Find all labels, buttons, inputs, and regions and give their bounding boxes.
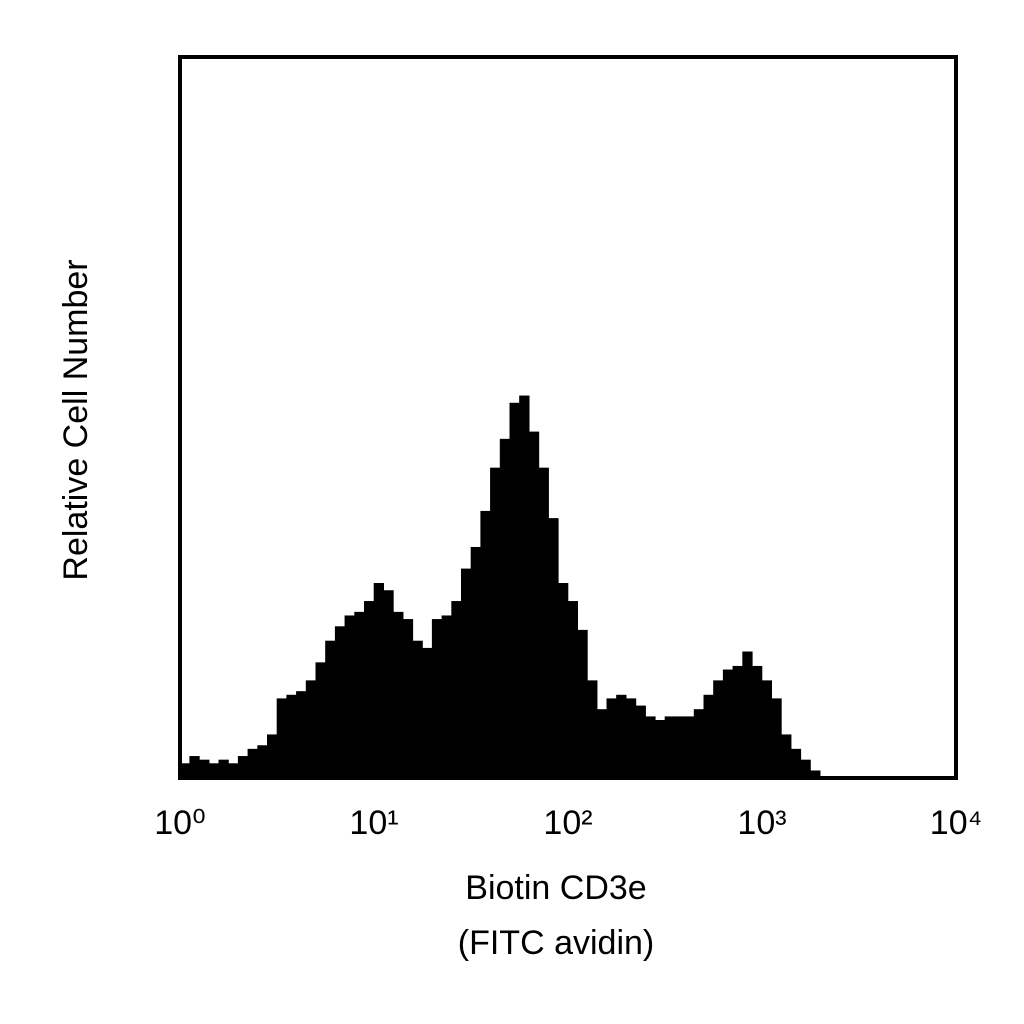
bar <box>519 395 530 779</box>
bar <box>616 694 627 779</box>
bar <box>684 716 695 779</box>
bar <box>596 709 608 779</box>
bar <box>460 568 472 779</box>
bar <box>625 698 637 779</box>
bar <box>266 734 278 779</box>
bar <box>325 640 336 779</box>
bar <box>354 611 365 779</box>
bar <box>218 759 229 779</box>
bar <box>528 431 540 779</box>
bar <box>441 615 452 779</box>
x-tick-label: 10³ <box>737 804 786 842</box>
bar <box>509 402 520 779</box>
bar <box>189 756 200 779</box>
bar <box>800 759 811 779</box>
bar <box>567 601 578 779</box>
bar <box>635 705 646 779</box>
bar <box>742 651 753 779</box>
x-tick-label: 10¹ <box>349 804 398 842</box>
x-tick-label: 10⁰ <box>154 804 205 842</box>
bar <box>422 647 433 779</box>
bar <box>257 745 268 779</box>
bar <box>703 694 714 779</box>
bar <box>713 680 724 779</box>
bar <box>431 619 443 779</box>
bar <box>247 748 258 779</box>
bar <box>208 763 220 779</box>
bar <box>732 665 743 779</box>
bar <box>383 590 394 779</box>
bar <box>558 583 569 779</box>
bar <box>499 438 511 779</box>
bar <box>538 467 549 779</box>
x-tick-label: 10⁴ <box>930 804 982 842</box>
bar <box>470 546 481 779</box>
bar <box>237 756 249 779</box>
x-tick-label: 10² <box>543 804 592 842</box>
bar <box>722 669 734 779</box>
bar <box>577 629 588 779</box>
bar <box>315 662 326 779</box>
bar <box>364 601 375 779</box>
x-axis-label: Biotin CD3e <box>465 869 646 907</box>
bar <box>693 709 705 779</box>
histogram-bars <box>179 395 821 779</box>
y-axis-label: Relative Cell Number <box>57 259 95 580</box>
bar <box>790 748 802 779</box>
bar <box>276 698 287 779</box>
bar <box>412 640 423 779</box>
bar <box>664 716 675 779</box>
bar <box>451 601 462 779</box>
bar <box>587 680 598 779</box>
bar <box>286 694 297 779</box>
bar <box>199 759 210 779</box>
bar <box>548 518 559 779</box>
bar <box>334 626 346 779</box>
bar <box>781 734 792 779</box>
bar <box>761 680 772 779</box>
bar <box>490 467 501 779</box>
bar <box>373 583 384 779</box>
bar <box>645 716 656 779</box>
bar <box>654 720 666 779</box>
bar <box>480 510 491 779</box>
x-axis-label: (FITC avidin) <box>458 924 654 962</box>
bar <box>606 698 617 779</box>
bar <box>771 698 782 779</box>
bar <box>402 619 414 779</box>
bar <box>674 716 685 779</box>
bar <box>393 611 404 779</box>
bar <box>752 665 763 779</box>
bar <box>305 680 317 779</box>
bar <box>344 615 355 779</box>
plot-frame <box>178 55 958 780</box>
bar <box>228 763 239 779</box>
bar <box>296 691 307 779</box>
